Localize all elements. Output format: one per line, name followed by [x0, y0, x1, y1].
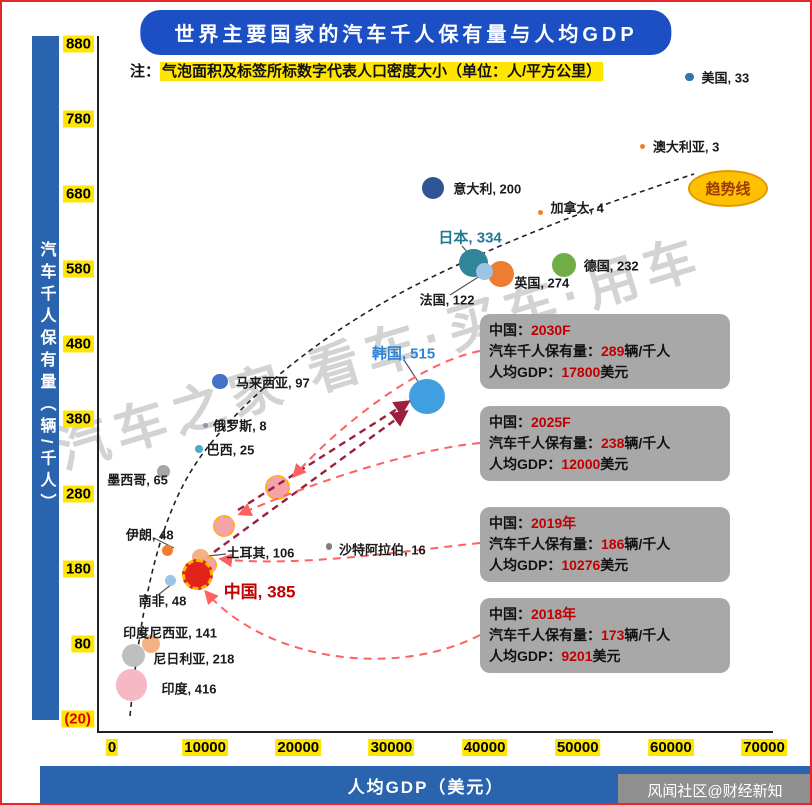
label-印度: 印度, 416 [161, 681, 217, 697]
bubble-韩国 [409, 378, 445, 415]
label-马来西亚: 马来西亚, 97 [236, 375, 310, 390]
x-tick-20000: 20000 [275, 739, 322, 756]
x-tick-0: 0 [105, 739, 119, 756]
label-日本: 日本, 334 [438, 229, 502, 247]
x-tick-50000: 50000 [554, 739, 601, 756]
label-南非: 南非, 48 [138, 593, 187, 609]
bubble-印度 [115, 669, 148, 702]
callout-2030f: 中国：2030F 汽车千人保有量：289辆/千人 人均GDP：17800美元 [480, 314, 730, 389]
trend-line-label: 趋势线 [688, 170, 768, 207]
y-tick-780: 780 [62, 110, 94, 128]
label-土耳其: 土耳其, 106 [226, 545, 295, 561]
x-axis-line [97, 731, 773, 733]
x-tick-70000: 70000 [741, 739, 787, 756]
label-印度尼西亚: 印度尼西亚, 141 [123, 625, 218, 641]
label-法国: 法国, 122 [419, 292, 475, 308]
callout-line-ownership: 汽车千人保有量：173辆/千人 [489, 627, 671, 643]
y-tick-280: 280 [62, 485, 94, 503]
bubble-巴西 [194, 445, 203, 453]
callout-gdp-value: 9201 [561, 648, 593, 664]
note-highlighted-text: 气泡面积及标签所标数字代表人口密度大小（单位：人/平方公里） [160, 62, 604, 81]
label-巴西: 巴西, 25 [206, 442, 255, 458]
callout-ownership-value: 289 [601, 343, 625, 359]
bubble-伊朗 [162, 544, 174, 556]
y-axis-title: 汽车千人保有量（辆/千人） [37, 240, 55, 516]
bubble-俄罗斯 [202, 422, 208, 428]
bubble-加拿大 [537, 209, 543, 215]
callout-year: 2019年 [531, 515, 577, 531]
label-英国: 英国, 274 [514, 275, 570, 291]
y-tick-480: 480 [62, 335, 94, 353]
x-tick-40000: 40000 [461, 739, 508, 756]
callout-ownership-value: 186 [601, 536, 625, 552]
bubble-沙特阿拉伯 [325, 543, 333, 550]
callout-2025f: 中国：2025F 汽车千人保有量：238辆/千人 人均GDP：12000美元 [480, 406, 730, 481]
bubble-南非 [165, 574, 177, 586]
x-tick-30000: 30000 [368, 739, 415, 756]
bubble-马来西亚 [212, 373, 228, 390]
callout-line-ownership: 汽车千人保有量：238辆/千人 [489, 435, 671, 451]
label-德国: 德国, 232 [583, 258, 639, 274]
bubble-法国 [475, 262, 494, 280]
label-沙特阿拉伯: 沙特阿拉伯, 16 [339, 542, 426, 557]
callout-ownership-value: 173 [601, 627, 625, 643]
bubble-美国 [685, 72, 694, 82]
callout-line-ownership: 汽车千人保有量：289辆/千人 [489, 343, 671, 359]
callout-gdp-value: 17800 [561, 364, 601, 380]
callout-line-title: 中国：2018年 [489, 606, 577, 622]
callout-2018: 中国：2018年 汽车千人保有量：173辆/千人 人均GDP：9201美元 [480, 598, 730, 673]
callout-ownership-value: 238 [601, 435, 625, 451]
callout-line-title: 中国：2025F [489, 414, 571, 430]
callout-year: 2025F [531, 414, 571, 430]
y-tick-580: 580 [62, 260, 94, 278]
bubble-澳大利亚 [640, 143, 646, 149]
y-tick-180: 180 [62, 560, 94, 578]
callout-gdp-value: 12000 [561, 456, 601, 472]
x-axis-title: 人均GDP（美元） [347, 777, 505, 797]
label-美国: 美国, 33 [701, 70, 750, 86]
label-伊朗: 伊朗, 48 [125, 527, 174, 543]
label-意大利: 意大利, 200 [453, 181, 522, 197]
y-axis-title-bar: 汽车千人保有量（辆/千人） [32, 36, 59, 720]
y-axis-line [97, 36, 99, 732]
callout-year: 2030F [531, 322, 571, 338]
chart-note: 注： 气泡面积及标签所标数字代表人口密度大小（单位：人/平方公里） [130, 60, 604, 81]
bubble-中国 [182, 558, 213, 590]
chart-title: 世界主要国家的汽车千人保有量与人均GDP [140, 10, 672, 55]
y-tick-680: 680 [62, 185, 94, 203]
credit-badge: 风闻社区@财经新知 [618, 774, 810, 803]
callout-2019: 中国：2019年 汽车千人保有量：186辆/千人 人均GDP：10276美元 [480, 507, 730, 582]
callout-line-gdp: 人均GDP：10276美元 [489, 557, 629, 573]
x-tick-10000: 10000 [182, 739, 228, 756]
callout-line-title: 中国：2019年 [489, 515, 577, 531]
note-prefix: 注： [130, 63, 161, 80]
label-澳大利亚: 澳大利亚, 3 [652, 139, 720, 155]
x-tick-60000: 60000 [647, 739, 694, 756]
china-trajectory-bubble-2025F [212, 514, 235, 537]
y-tick-80: 80 [71, 635, 94, 653]
bubble-尼日利亚 [121, 643, 145, 667]
label-韩国: 韩国, 515 [371, 345, 436, 362]
callout-line-title: 中国：2030F [489, 322, 571, 338]
callout-gdp-value: 10276 [561, 557, 601, 573]
label-墨西哥: 墨西哥, 65 [107, 472, 168, 487]
callout-year: 2018年 [531, 606, 577, 622]
china-trajectory-bubble-2030F [265, 474, 291, 500]
label-尼日利亚: 尼日利亚, 218 [153, 651, 235, 667]
label-加拿大: 加拿大, 4 [550, 200, 604, 216]
callout-line-gdp: 人均GDP：17800美元 [489, 364, 629, 380]
y-tick-880: 880 [62, 35, 94, 53]
bubble-意大利 [422, 176, 445, 200]
y-tick-(20): (20) [61, 710, 94, 728]
y-tick-380: 380 [62, 410, 94, 428]
label-中国: 中国, 385 [223, 582, 296, 602]
callout-line-ownership: 汽车千人保有量：186辆/千人 [489, 536, 671, 552]
callout-line-gdp: 人均GDP：12000美元 [489, 456, 629, 472]
label-俄罗斯: 俄罗斯, 8 [213, 418, 267, 434]
callout-line-gdp: 人均GDP：9201美元 [489, 648, 621, 664]
